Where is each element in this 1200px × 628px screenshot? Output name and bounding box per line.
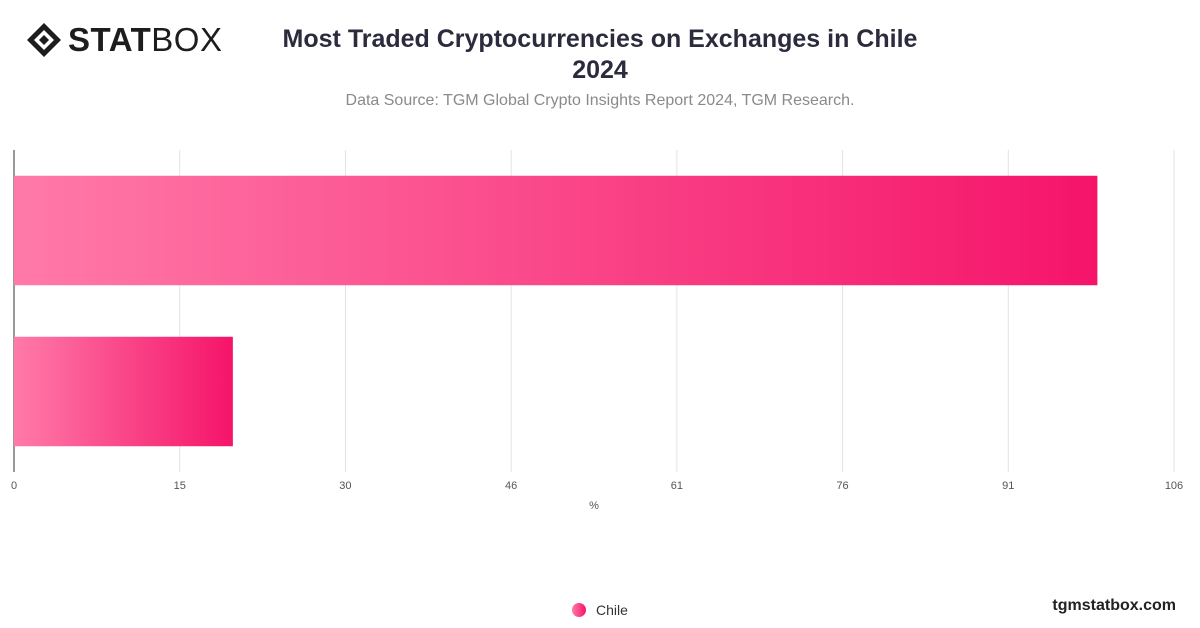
x-tick-label: 106 <box>1165 480 1183 492</box>
x-tick-label: 0 <box>11 480 17 492</box>
x-tick-label: 76 <box>836 480 848 492</box>
legend-label: Chile <box>596 602 628 618</box>
x-tick-label: 91 <box>1002 480 1014 492</box>
legend[interactable]: Chile <box>572 602 628 618</box>
chart-title: Most Traded Cryptocurrencies on Exchange… <box>200 24 1000 86</box>
brand-link[interactable]: tgmstatbox.com <box>1052 597 1176 614</box>
logo-wordmark: STATBOX <box>68 22 222 58</box>
chart-subtitle: Data Source: TGM Global Crypto Insights … <box>345 92 855 109</box>
x-tick-label: 61 <box>671 480 683 492</box>
statbox-diamond-icon <box>27 23 61 57</box>
x-tick-label: 46 <box>505 480 517 492</box>
chart-title-line2: 2024 <box>572 56 628 84</box>
chart-title-line1: Most Traded Cryptocurrencies on Exchange… <box>282 25 918 53</box>
statbox-logo[interactable]: STATBOX <box>26 22 222 58</box>
logo-light-text: BOX <box>151 21 223 58</box>
x-tick-label: 15 <box>174 480 186 492</box>
legend-dot-icon <box>572 603 586 617</box>
bar[interactable] <box>14 175 1098 286</box>
logo-bold-text: STAT <box>68 21 152 58</box>
bar[interactable] <box>14 336 233 447</box>
x-tick-label: 30 <box>339 480 351 492</box>
x-axis-label: % <box>589 500 599 512</box>
